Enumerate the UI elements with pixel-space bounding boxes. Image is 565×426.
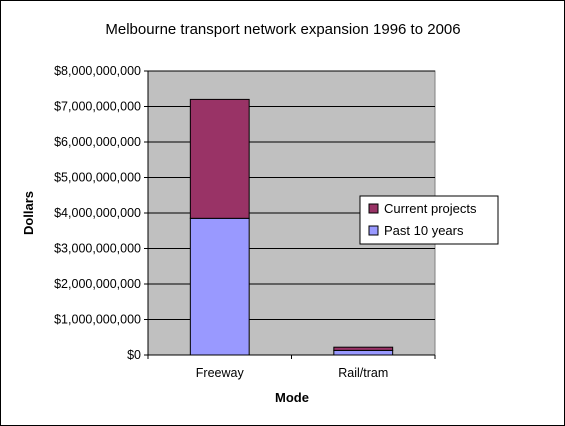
y-tick-labels: $0 $1,000,000,000 $2,000,000,000 $3,000,000… [54, 64, 141, 362]
bars [189, 98, 394, 356]
axes [144, 70, 436, 359]
chart-title: Melbourne transport network expansion 19… [105, 21, 460, 38]
bar-freeway-current-projects [189, 98, 250, 219]
legend-box [359, 195, 499, 245]
y-tick-label: $4,000,000,000 [54, 206, 141, 220]
x-axis-label: Mode [275, 390, 309, 405]
x-tick-label: Freeway [196, 366, 245, 380]
y-tick-label: $3,000,000,000 [54, 242, 141, 256]
x-tick-labels: Freeway Rail/tram [196, 366, 388, 380]
bar-rail-tram-current-projects [333, 346, 394, 351]
legend: Current projects Past 10 years [359, 195, 499, 245]
x-tick-label: Rail/tram [338, 366, 388, 380]
legend-swatch [368, 203, 379, 214]
y-tick-label: $5,000,000,000 [54, 171, 141, 185]
y-axis-label: Dollars [21, 191, 36, 235]
legend-swatch [368, 225, 379, 236]
y-tick-label: $0 [127, 348, 141, 362]
y-tick-label: $2,000,000,000 [54, 277, 141, 291]
y-tick-label: $7,000,000,000 [54, 100, 141, 114]
y-tick-label: $1,000,000,000 [54, 313, 141, 327]
legend-entry: Current projects [384, 201, 477, 216]
y-tick-label: $6,000,000,000 [54, 135, 141, 149]
legend-entry: Past 10 years [384, 223, 464, 238]
y-tick-label: $8,000,000,000 [54, 64, 141, 78]
bar-freeway-past-10-years [189, 217, 250, 356]
bar-rail-tram-past-10-years [333, 349, 394, 356]
